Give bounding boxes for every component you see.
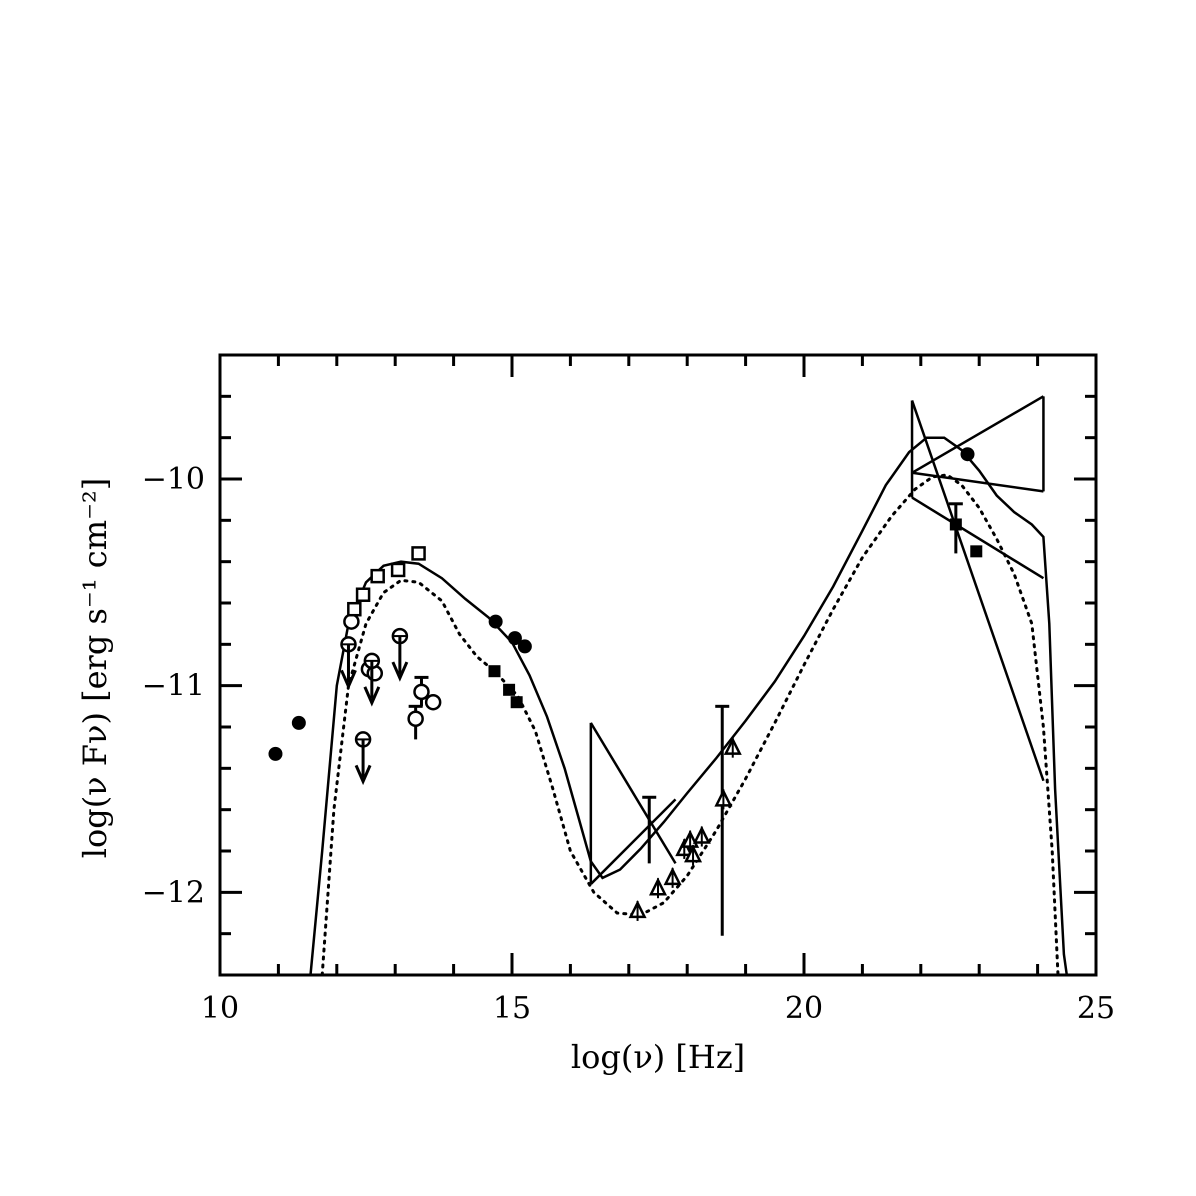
y-tick-label: −10: [142, 462, 205, 497]
model-curves: [309, 436, 1069, 977]
open-circle-point: [413, 683, 430, 701]
data-points: [268, 447, 983, 921]
open-circle-point: [343, 613, 360, 630]
x-tick-label: 10: [201, 991, 239, 1026]
filled-square-point: [970, 545, 983, 558]
open-square-point: [390, 562, 406, 578]
y-axis-label: log(ν Fν) [erg s⁻¹ cm⁻²]: [76, 478, 114, 859]
bowtie-line: [589, 798, 677, 885]
bowtie-line: [910, 400, 1045, 782]
tick-labels: 10 15 20 25 −12 −11 −10: [142, 462, 1115, 1026]
bowtie-line: [911, 496, 1045, 580]
y-tick-label: −12: [142, 875, 205, 910]
upper-limit-arrow-head: [363, 686, 381, 707]
plot-frame: [218, 353, 1098, 977]
filled-square-point: [949, 518, 962, 531]
bowtie-line: [911, 471, 1044, 493]
open-square-point: [411, 546, 426, 561]
open-square-point: [347, 601, 362, 617]
open-square-point: [370, 568, 385, 584]
y-tick-label: −11: [142, 669, 205, 704]
x-tick-label: 15: [493, 991, 531, 1026]
bowtie-line: [911, 395, 1045, 474]
dotted-model-curve: [320, 473, 1060, 977]
filled-circle-point: [507, 631, 522, 646]
filled-square-point: [503, 683, 516, 696]
filled-circle-point: [291, 715, 306, 730]
open-circle-point: [407, 710, 424, 727]
upper-limit-arrow-head: [391, 661, 409, 682]
open-square-point: [355, 587, 371, 602]
bowtie-line: [589, 722, 677, 865]
filled-circle-point: [517, 639, 532, 654]
bowtie-spectra: [589, 395, 1045, 885]
upper-limit-arrow-head: [354, 764, 372, 786]
filled-square-point: [510, 696, 523, 709]
solid-model-curve: [309, 436, 1069, 976]
axis-ticks: [218, 353, 1098, 977]
filled-circle-point: [268, 746, 283, 761]
x-tick-label: 25: [1077, 991, 1115, 1026]
filled-circle-point: [960, 447, 975, 462]
filled-circle-point: [488, 614, 503, 629]
x-tick-label: 20: [785, 991, 823, 1026]
x-axis-label: log(ν) [Hz]: [571, 1038, 745, 1076]
error-bars: [408, 502, 963, 936]
upper-limit-arrow-head: [340, 669, 357, 691]
filled-square-point: [488, 665, 501, 678]
open-circle-point: [424, 693, 442, 711]
